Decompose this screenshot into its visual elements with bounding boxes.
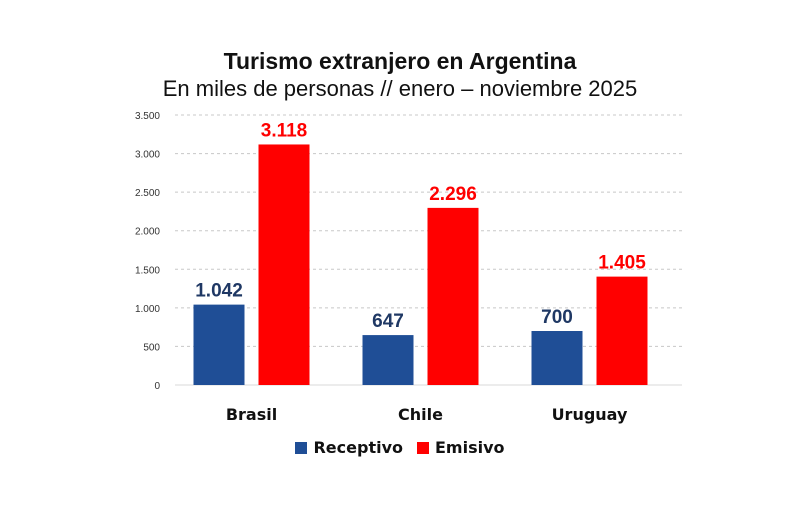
legend-swatch-receptivo xyxy=(295,441,308,454)
y-tick-label: 2.500 xyxy=(135,188,160,199)
legend-label-receptivo: Receptivo xyxy=(313,438,403,457)
data-label: 700 xyxy=(541,307,573,328)
data-label: 1.042 xyxy=(195,281,243,302)
chart-title: Turismo extranjero en Argentina xyxy=(223,48,577,74)
bars xyxy=(193,144,648,385)
x-tick-label: Brasil xyxy=(226,405,277,424)
data-label: 647 xyxy=(372,311,404,332)
legend-label-emisivo: Emisivo xyxy=(435,438,505,457)
y-tick-label: 1.000 xyxy=(135,304,160,315)
y-tick-label: 2.000 xyxy=(135,227,160,238)
bar-receptivo-brasil xyxy=(193,304,245,385)
y-axis-ticks: 0 500 1.000 1.500 2.000 2.500 3.000 3.500 xyxy=(135,111,160,392)
legend-item-receptivo: Receptivo xyxy=(295,438,403,457)
x-axis-ticks: Brasil Chile Uruguay xyxy=(226,405,628,424)
y-tick-label: 0 xyxy=(154,381,160,392)
y-tick-label: 1.500 xyxy=(135,265,160,276)
x-tick-label: Uruguay xyxy=(552,405,628,424)
bar-receptivo-chile xyxy=(362,335,414,385)
legend-swatch-emisivo xyxy=(417,441,429,454)
legend: Receptivo Emisivo xyxy=(0,438,800,457)
x-tick-label: Chile xyxy=(398,405,443,424)
data-label: 2.296 xyxy=(429,184,477,205)
chart-subtitle: En miles de personas // enero – noviembr… xyxy=(162,76,638,101)
y-tick-label: 500 xyxy=(143,342,160,353)
bar-emisivo-uruguay xyxy=(596,276,648,385)
data-label: 3.118 xyxy=(261,120,308,141)
bar-emisivo-chile xyxy=(427,207,479,385)
y-tick-label: 3.000 xyxy=(135,150,160,161)
y-tick-label: 3.500 xyxy=(135,111,160,122)
legend-item-emisivo: Emisivo xyxy=(417,438,505,457)
bar-emisivo-brasil xyxy=(258,144,310,385)
data-labels: 1.042 3.118 647 2.296 700 1.405 xyxy=(195,120,646,332)
bar-receptivo-uruguay xyxy=(531,331,583,385)
data-label: 1.405 xyxy=(598,253,646,274)
